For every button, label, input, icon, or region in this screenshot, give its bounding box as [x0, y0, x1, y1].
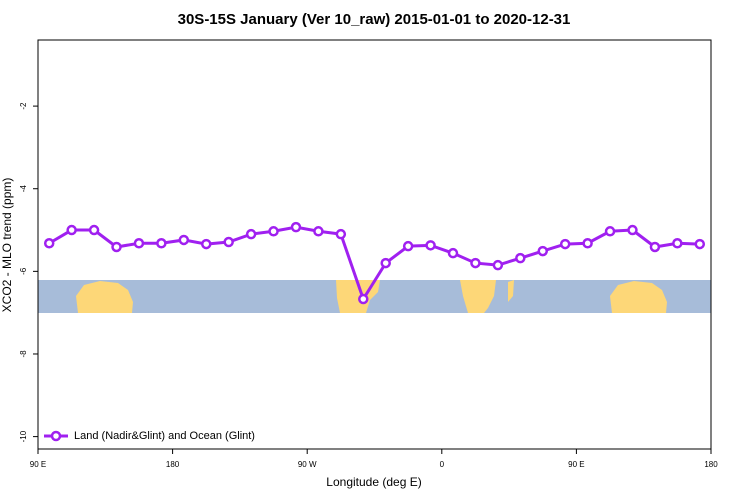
x-tick-label: 0 — [440, 460, 445, 469]
data-point — [402, 240, 414, 252]
data-point — [492, 259, 504, 271]
data-point — [111, 241, 122, 253]
y-tick-label: -2 — [19, 102, 28, 110]
data-point — [223, 236, 234, 248]
data-point — [245, 228, 257, 240]
legend-marker — [50, 430, 62, 442]
x-tick-label: 90 W — [298, 460, 317, 469]
data-point — [559, 238, 571, 250]
data-point — [582, 238, 593, 249]
data-point — [672, 238, 683, 249]
data-point — [627, 224, 638, 236]
data-point — [313, 226, 324, 237]
data-point — [537, 245, 548, 257]
data-point — [133, 238, 145, 249]
data-point — [66, 224, 77, 236]
data-point — [88, 224, 100, 236]
y-tick-label: -6 — [19, 267, 28, 275]
data-point — [268, 226, 279, 237]
x-tick-label: 180 — [166, 460, 180, 469]
data-point — [201, 238, 212, 250]
data-point — [470, 257, 481, 269]
data-point — [515, 252, 526, 264]
data-point — [335, 228, 347, 240]
data-point — [43, 238, 55, 249]
y-axis-label: XCO2 - MLO trend (ppm) — [0, 178, 14, 313]
x-axis-label: Longitude (deg E) — [326, 475, 421, 489]
data-point — [156, 238, 167, 249]
map-band — [38, 280, 711, 313]
data-point — [604, 226, 616, 237]
x-tick-label: 180 — [704, 460, 718, 469]
data-point — [178, 234, 190, 246]
data-point — [380, 257, 391, 269]
data-point — [425, 240, 436, 251]
data-point — [694, 238, 706, 250]
legend-label: Land (Nadir&Glint) and Ocean (Glint) — [74, 430, 255, 442]
y-tick-label: -4 — [19, 185, 28, 193]
data-point — [447, 247, 459, 259]
y-tick-label: -10 — [19, 430, 28, 442]
data-point — [290, 221, 302, 233]
data-point — [649, 241, 661, 253]
chart-title: 30S-15S January (Ver 10_raw) 2015-01-01 … — [178, 11, 571, 28]
y-tick-label: -8 — [19, 350, 28, 358]
x-tick-label: 90 E — [568, 460, 584, 469]
data-point — [358, 293, 369, 305]
x-tick-label: 90 E — [30, 460, 46, 469]
plot-frame — [37, 39, 712, 450]
